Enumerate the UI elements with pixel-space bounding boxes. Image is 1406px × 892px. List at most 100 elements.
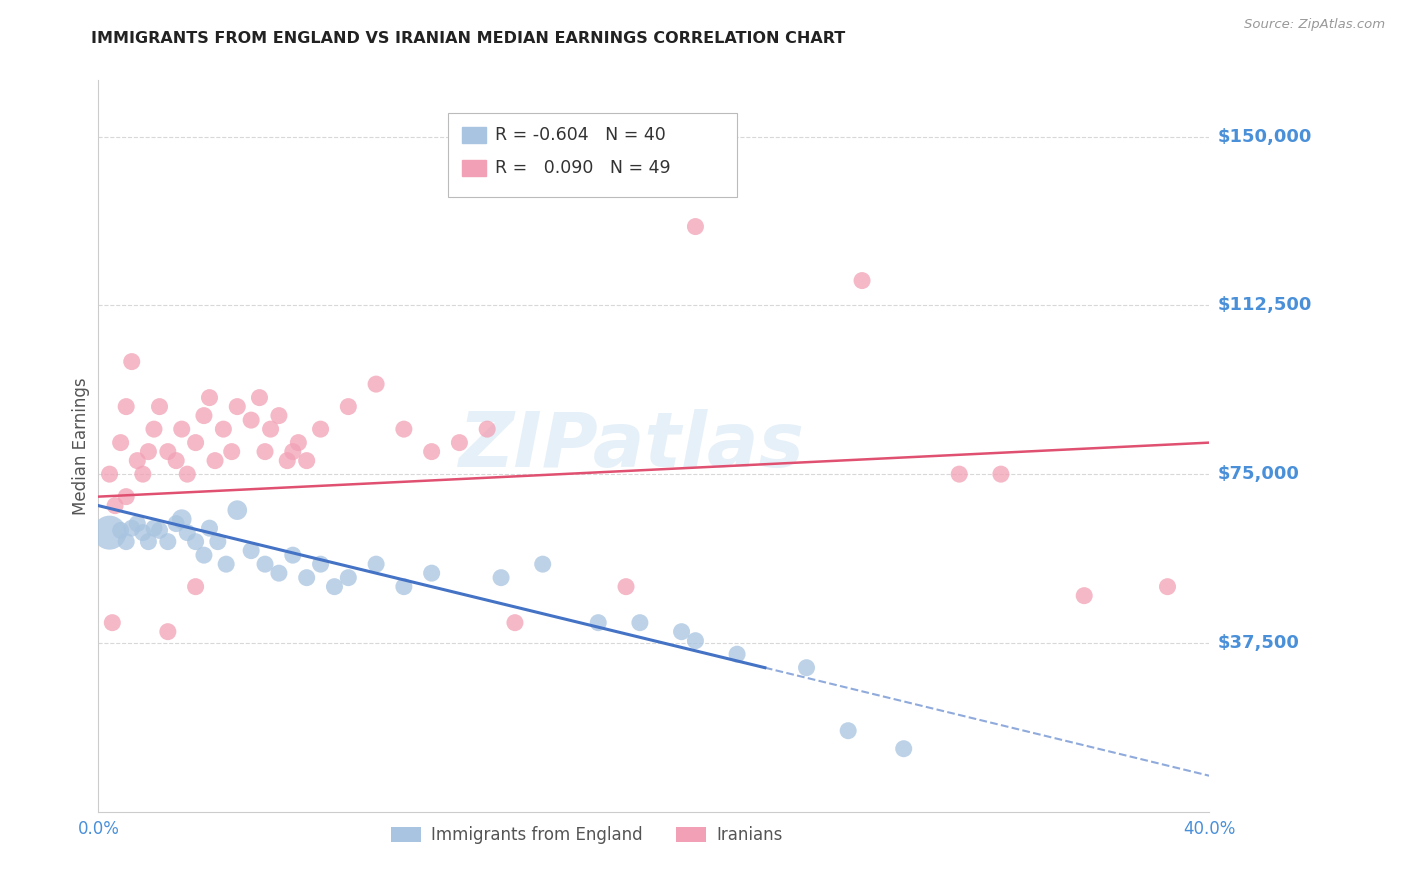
Text: R = -0.604   N = 40: R = -0.604 N = 40 [495, 126, 665, 145]
Point [685, 219, 707, 234]
Point [176, 525, 198, 540]
Point [503, 615, 526, 630]
Text: R =   0.090   N = 49: R = 0.090 N = 49 [495, 159, 671, 177]
Point [614, 580, 637, 594]
Point [184, 435, 207, 450]
Point [267, 409, 290, 423]
Point [1073, 589, 1095, 603]
Point [215, 557, 238, 571]
Point [240, 543, 263, 558]
Point [138, 444, 160, 458]
Point [990, 467, 1012, 482]
Point [337, 571, 360, 585]
Point [127, 516, 149, 531]
Point [132, 525, 155, 540]
Point [207, 534, 229, 549]
Point [115, 534, 138, 549]
Point [253, 557, 276, 571]
Point [204, 453, 226, 467]
Point [156, 444, 179, 458]
Point [685, 633, 707, 648]
Point [198, 391, 221, 405]
Point [110, 524, 132, 538]
FancyBboxPatch shape [449, 113, 737, 197]
Point [110, 435, 132, 450]
Point [156, 534, 179, 549]
Y-axis label: Median Earnings: Median Earnings [72, 377, 90, 515]
Point [143, 422, 166, 436]
Point [101, 615, 124, 630]
Point [193, 548, 215, 562]
Point [240, 413, 263, 427]
Point [628, 615, 651, 630]
Point [851, 274, 873, 288]
Legend: Immigrants from England, Iranians: Immigrants from England, Iranians [385, 820, 790, 851]
Text: IMMIGRANTS FROM ENGLAND VS IRANIAN MEDIAN EARNINGS CORRELATION CHART: IMMIGRANTS FROM ENGLAND VS IRANIAN MEDIA… [91, 31, 845, 46]
Point [165, 453, 187, 467]
Point [366, 557, 388, 571]
Point [115, 400, 138, 414]
Point [588, 615, 610, 630]
Point [156, 624, 179, 639]
Point [165, 516, 187, 531]
Point [796, 661, 818, 675]
Point [121, 354, 143, 368]
Point [170, 512, 193, 526]
Point [253, 444, 276, 458]
FancyBboxPatch shape [461, 127, 486, 144]
Point [148, 524, 170, 538]
Point [281, 548, 304, 562]
Point [392, 580, 415, 594]
Point [725, 647, 748, 661]
Point [104, 499, 127, 513]
Point [98, 467, 121, 482]
Point [267, 566, 290, 581]
Point [221, 444, 243, 458]
Point [276, 453, 298, 467]
Point [893, 741, 915, 756]
Point [309, 557, 332, 571]
Point [309, 422, 332, 436]
Text: $150,000: $150,000 [1218, 128, 1312, 145]
Point [295, 571, 318, 585]
Point [392, 422, 415, 436]
Point [337, 400, 360, 414]
Point [948, 467, 970, 482]
Point [115, 490, 138, 504]
Point [249, 391, 271, 405]
Point [259, 422, 281, 436]
Point [184, 580, 207, 594]
FancyBboxPatch shape [461, 160, 486, 176]
Text: $75,000: $75,000 [1218, 465, 1299, 483]
Point [212, 422, 235, 436]
Point [121, 521, 143, 535]
Point [176, 467, 198, 482]
Point [489, 571, 512, 585]
Point [449, 435, 471, 450]
Point [420, 444, 443, 458]
Text: $37,500: $37,500 [1218, 634, 1299, 652]
Text: ZIPatlas: ZIPatlas [458, 409, 804, 483]
Point [226, 503, 249, 517]
Point [295, 453, 318, 467]
Point [198, 521, 221, 535]
Point [281, 444, 304, 458]
Point [184, 534, 207, 549]
Point [138, 534, 160, 549]
Point [226, 400, 249, 414]
Point [98, 525, 121, 540]
Text: Source: ZipAtlas.com: Source: ZipAtlas.com [1244, 18, 1385, 31]
Point [143, 521, 166, 535]
Point [323, 580, 346, 594]
Point [475, 422, 499, 436]
Point [366, 377, 388, 392]
Point [837, 723, 859, 738]
Point [193, 409, 215, 423]
Point [127, 453, 149, 467]
Point [531, 557, 554, 571]
Point [148, 400, 170, 414]
Point [1156, 580, 1178, 594]
Point [287, 435, 309, 450]
Text: $112,500: $112,500 [1218, 296, 1312, 314]
Point [132, 467, 155, 482]
